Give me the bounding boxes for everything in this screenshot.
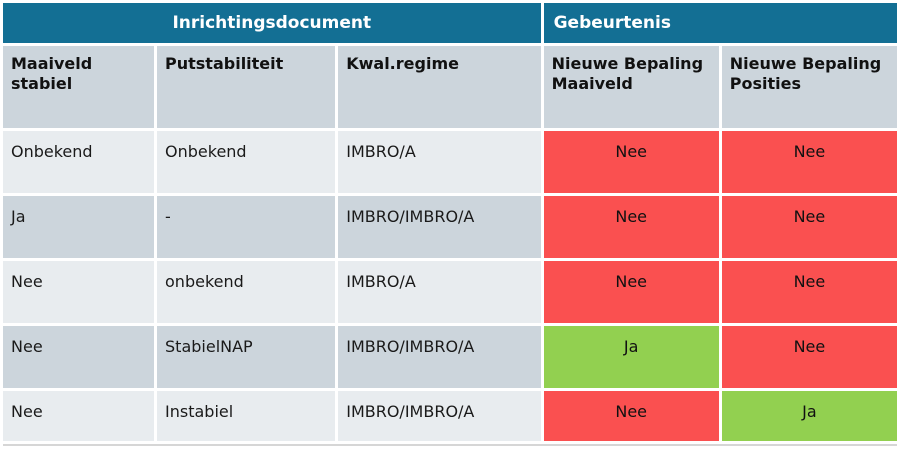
column-header-kwal-regime: Kwal.regime [338, 46, 541, 128]
cell-putstabiliteit: Instabiel [157, 391, 336, 441]
cell-maaiveld-stabiel: Nee [3, 326, 155, 388]
event-cell-nieuwe-bepaling-posities: Nee [721, 261, 897, 323]
cell-kwal-regime: IMBRO/IMBRO/A [338, 391, 541, 441]
cell-kwal-regime: IMBRO/A [338, 131, 541, 193]
cell-putstabiliteit: StabielNAP [157, 326, 336, 388]
event-cell-nieuwe-bepaling-maaiveld: Nee [543, 131, 719, 193]
cell-putstabiliteit: onbekend [157, 261, 336, 323]
group-header-gebeurtenis: Gebeurtenis [543, 3, 897, 43]
event-cell-nieuwe-bepaling-posities: Nee [721, 131, 897, 193]
event-cell-nieuwe-bepaling-maaiveld: Ja [543, 326, 719, 388]
event-cell-nieuwe-bepaling-posities: Ja [721, 391, 897, 441]
cell-maaiveld-stabiel: Nee [3, 391, 155, 441]
table-row: Ja - IMBRO/IMBRO/A Nee Nee [3, 196, 897, 258]
table-row: Nee onbekend IMBRO/A Nee Nee [3, 261, 897, 323]
event-cell-nieuwe-bepaling-maaiveld: Nee [543, 196, 719, 258]
event-cell-nieuwe-bepaling-posities: Nee [721, 326, 897, 388]
table-row: Nee StabielNAP IMBRO/IMBRO/A Ja Nee [3, 326, 897, 388]
cell-kwal-regime: IMBRO/IMBRO/A [338, 196, 541, 258]
cell-kwal-regime: IMBRO/A [338, 261, 541, 323]
column-header-maaiveld-stabiel: Maaiveld stabiel [3, 46, 155, 128]
cell-maaiveld-stabiel: Nee [3, 261, 155, 323]
event-cell-nieuwe-bepaling-maaiveld: Nee [543, 391, 719, 441]
column-header-nieuwe-bepaling-posities: Nieuwe Bepaling Posities [721, 46, 897, 128]
group-header-row: Inrichtingsdocument Gebeurtenis [3, 3, 897, 43]
group-header-inrichtingsdocument: Inrichtingsdocument [3, 3, 541, 43]
event-cell-nieuwe-bepaling-maaiveld: Nee [543, 261, 719, 323]
cell-kwal-regime: IMBRO/IMBRO/A [338, 326, 541, 388]
column-header-putstabiliteit: Putstabiliteit [157, 46, 336, 128]
table-row: Onbekend Onbekend IMBRO/A Nee Nee [3, 131, 897, 193]
cell-maaiveld-stabiel: Ja [3, 196, 155, 258]
column-header-nieuwe-bepaling-maaiveld: Nieuwe Bepaling Maaiveld [543, 46, 719, 128]
table-bottom-rule [3, 444, 897, 446]
cell-putstabiliteit: - [157, 196, 336, 258]
cell-maaiveld-stabiel: Onbekend [3, 131, 155, 193]
event-cell-nieuwe-bepaling-posities: Nee [721, 196, 897, 258]
table-row: Nee Instabiel IMBRO/IMBRO/A Nee Ja [3, 391, 897, 441]
column-header-row: Maaiveld stabiel Putstabiliteit Kwal.reg… [3, 46, 897, 128]
cell-putstabiliteit: Onbekend [157, 131, 336, 193]
